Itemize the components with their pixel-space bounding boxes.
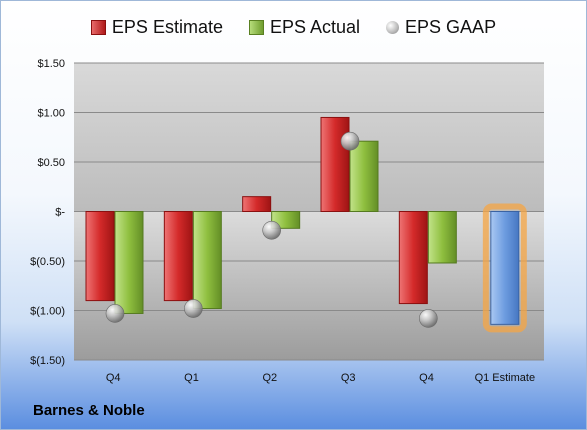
eps-estimate-bar (242, 196, 272, 212)
legend-label-eps-estimate: EPS Estimate (111, 17, 223, 37)
eps-estimate-bar (85, 211, 115, 302)
y-tick-label: $- (55, 207, 65, 219)
x-tick-label: Q3 (341, 372, 356, 384)
eps-gaap-marker (105, 304, 125, 323)
eps-actual-bar (114, 211, 144, 314)
x-tick-label: Q1 Estimate (475, 372, 536, 384)
eps-estimate-bar (163, 211, 193, 302)
eps-actual-bar (271, 211, 301, 229)
eps-gaap-marker (262, 221, 281, 240)
eps-actual-bar (192, 211, 222, 310)
q1-estimate-bar (490, 211, 520, 325)
legend-swatch-eps-gaap (386, 21, 400, 34)
legend-item-eps-actual: EPS Actual (248, 17, 361, 38)
y-tick-label: $(0.50) (30, 256, 65, 268)
x-tick-label: Q2 (262, 372, 277, 384)
legend-swatch-eps-actual (248, 20, 264, 35)
eps-estimate-bar (398, 211, 428, 305)
x-tick-label: Q1 (184, 372, 199, 384)
legend-label-eps-actual: EPS Actual (269, 17, 361, 37)
legend-item-eps-gaap: EPS GAAP (386, 17, 496, 38)
plot-area-negative (74, 211, 544, 360)
estimate-highlight (482, 203, 527, 333)
y-tick-label: $(1.50) (30, 355, 65, 367)
eps-gaap-marker (340, 131, 360, 151)
eps-estimate-bar (320, 116, 350, 212)
plot-area-positive (74, 63, 544, 212)
y-tick-label: $1.00 (37, 108, 65, 120)
legend-label-eps-gaap: EPS GAAP (405, 17, 497, 37)
company-name: Barnes & Noble (33, 402, 145, 419)
eps-actual-bar (349, 140, 379, 213)
y-tick-label: $1.50 (37, 58, 65, 70)
y-tick-label: $0.50 (37, 157, 65, 169)
eps-actual-bar (427, 211, 457, 264)
eps-gaap-marker (419, 309, 438, 328)
x-tick-label: Q4 (419, 372, 434, 384)
y-tick-label: $(1.00) (30, 306, 65, 318)
legend: EPS Estimate EPS Actual EPS GAAP (1, 17, 586, 38)
legend-swatch-eps-estimate (90, 20, 106, 35)
x-tick-label: Q4 (106, 372, 121, 384)
legend-item-eps-estimate: EPS Estimate (90, 17, 223, 38)
eps-gaap-marker (184, 299, 203, 318)
